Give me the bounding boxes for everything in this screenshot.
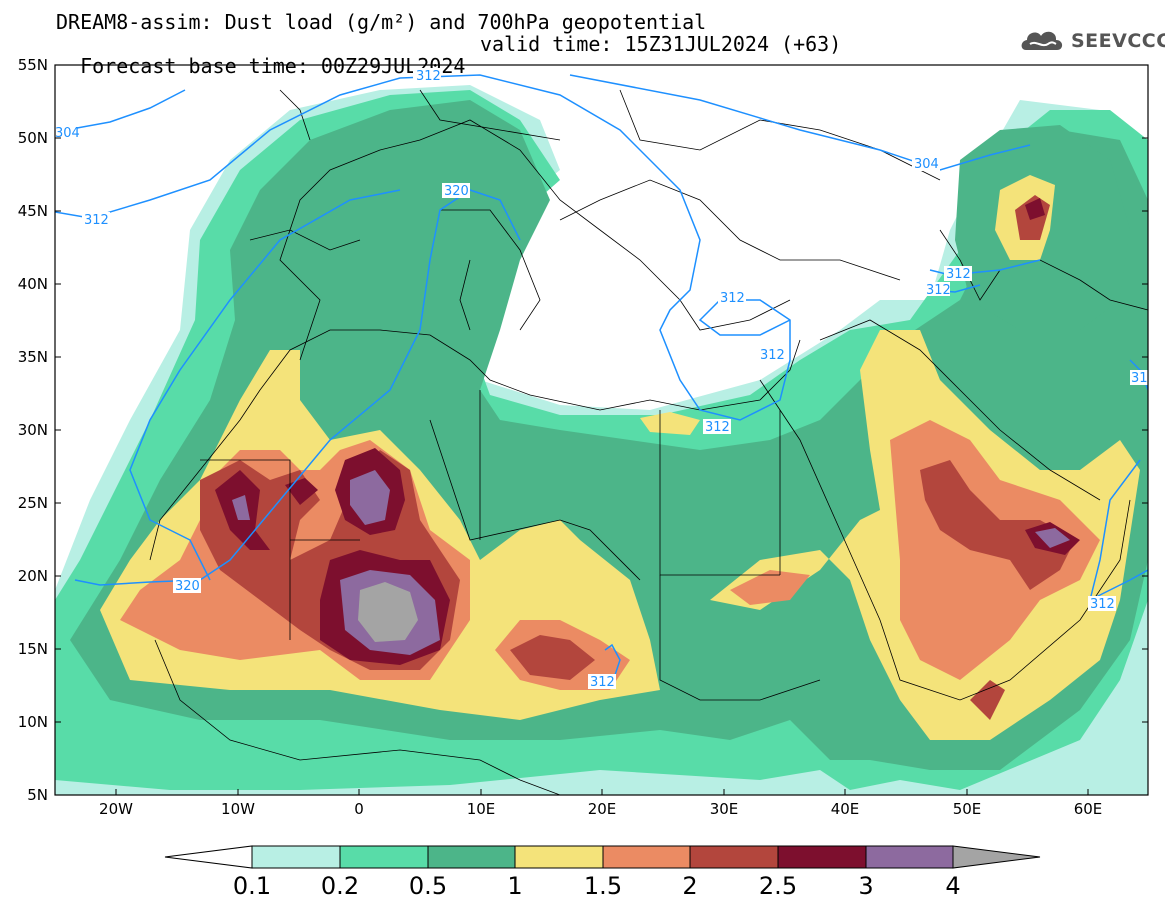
map-title: DREAM8-assim: Dust load (g/m²) and 700hP… <box>56 10 707 34</box>
lat-tick-label: 15N <box>18 640 48 658</box>
contour-label: 312 <box>413 68 441 84</box>
svg-text:312: 312 <box>84 213 109 228</box>
colorbar-label: 1 <box>507 872 523 900</box>
valid-time: valid time: 15Z31JUL2024 (+63) <box>480 32 842 56</box>
lon-tick-label: 0 <box>354 800 364 818</box>
colorbar-label: 0.1 <box>232 872 272 900</box>
lat-tick-label: 5N <box>27 786 48 804</box>
longitude-axis: 20W 10W 0 10E 20E 30E 40E 50E 60E <box>99 789 1102 818</box>
lon-tick-label: 20E <box>588 800 617 818</box>
dust-field <box>55 85 1148 795</box>
country-borders <box>149 89 1148 795</box>
colorbar-label: 0.5 <box>408 872 448 900</box>
contour-label: 320 <box>173 578 201 594</box>
dust-level-2 <box>510 635 595 680</box>
dust-level-3 <box>232 495 250 520</box>
dust-level-1-5 <box>730 570 810 605</box>
dust-level-2 <box>970 680 1005 720</box>
lat-tick-label: 55N <box>18 56 48 74</box>
lon-tick-label: 60E <box>1074 800 1103 818</box>
contour-labels: 312 304 320 312 304 312 312 312 312 312 … <box>55 68 1148 690</box>
colorbar-swatch <box>514 845 604 869</box>
colorbar-label: 2.5 <box>758 872 798 900</box>
lat-tick-label: 45N <box>18 202 48 220</box>
svg-text:312: 312 <box>926 283 951 298</box>
svg-text:312: 312 <box>416 69 441 84</box>
dust-level-2-5 <box>1025 198 1045 220</box>
lat-tick-label: 40N <box>18 275 48 293</box>
lon-tick-label: 30E <box>710 800 739 818</box>
colorbar-label: 1.5 <box>583 872 623 900</box>
contour-label: 312 <box>924 282 951 298</box>
colorbar-swatch <box>602 845 691 869</box>
lon-tick-label: 20W <box>99 800 133 818</box>
colorbar-high-arrow <box>952 845 1041 869</box>
lat-tick-label: 50N <box>18 129 48 147</box>
colorbar-swatch <box>251 845 341 869</box>
contour-label: 312 <box>588 674 616 690</box>
contour-label: 312 <box>82 212 110 228</box>
colorbar-swatch <box>427 845 516 869</box>
colorbar-swatch <box>777 845 867 869</box>
latitude-axis: 55N 50N 45N 40N 35N 30N 25N 20N 15N 10N … <box>18 56 1148 804</box>
colorbar-label: 3 <box>858 872 874 900</box>
svg-text:312: 312 <box>590 675 615 690</box>
contour-label: 320 <box>442 183 470 199</box>
colorbar-swatch <box>865 845 954 869</box>
contour-label: 312 <box>703 419 731 435</box>
lat-tick-label: 30N <box>18 421 48 439</box>
lat-tick-label: 10N <box>18 713 48 731</box>
cloud-logo-icon <box>1021 31 1063 50</box>
lat-tick-label: 20N <box>18 567 48 585</box>
contour-label: 312 <box>718 290 746 306</box>
lat-tick-label: 35N <box>18 348 48 366</box>
colorbar-swatch <box>339 845 429 869</box>
lon-tick-label: 10W <box>221 800 255 818</box>
colorbar-swatch <box>689 845 779 869</box>
colorbar-label: 4 <box>945 872 961 900</box>
svg-text:320: 320 <box>175 579 200 594</box>
logo-text: SEEVCCC <box>1071 30 1165 52</box>
dust-level-3 <box>350 470 390 525</box>
dust-level-3 <box>1035 528 1070 548</box>
lon-tick-label: 50E <box>953 800 982 818</box>
svg-text:304: 304 <box>55 126 80 141</box>
dust-level-2 <box>920 460 1075 590</box>
contour-label: 304 <box>912 156 940 172</box>
svg-text:320: 320 <box>444 184 469 199</box>
contour-label: 312 <box>758 347 786 363</box>
svg-text:31: 31 <box>1131 371 1148 386</box>
dust-level-4 <box>358 582 418 642</box>
svg-text:312: 312 <box>946 267 971 282</box>
contour-label: 312 <box>1088 596 1116 612</box>
lat-tick-label: 25N <box>18 494 48 512</box>
lon-tick-label: 10E <box>467 800 496 818</box>
dust-level-1 <box>640 412 700 435</box>
svg-text:312: 312 <box>760 348 785 363</box>
contour-label: 312 <box>944 266 972 282</box>
contour-label: 304 <box>55 125 80 141</box>
colorbar-label: 2 <box>682 872 698 900</box>
svg-text:312: 312 <box>705 420 730 435</box>
lon-tick-label: 40E <box>831 800 860 818</box>
colorbar-label: 0.2 <box>320 872 360 900</box>
seevccc-logo: SEEVCCC <box>1018 24 1165 58</box>
svg-text:312: 312 <box>720 291 745 306</box>
svg-text:304: 304 <box>914 157 939 172</box>
svg-text:312: 312 <box>1090 597 1115 612</box>
colorbar-low-arrow <box>164 845 253 869</box>
contour-label: 31 <box>1130 370 1148 386</box>
colorbar <box>164 845 1041 869</box>
